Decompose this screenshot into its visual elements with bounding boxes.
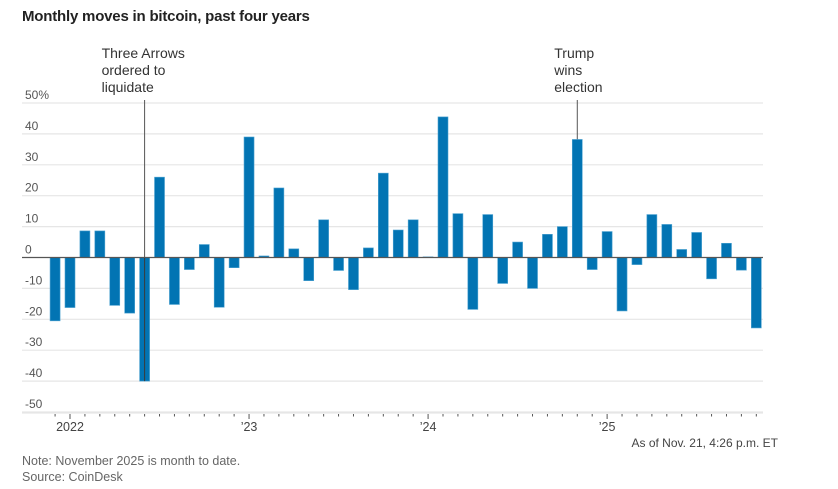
bar-2024-02 — [437, 116, 449, 258]
bar-2022-05 — [124, 257, 135, 314]
bar-2023-06 — [318, 219, 329, 258]
bar-2023-09 — [363, 247, 374, 258]
bar-2024-07 — [512, 241, 523, 258]
annotation-lines — [144, 100, 578, 382]
y-tick-label: -50 — [25, 397, 43, 411]
y-tick-label: 50% — [25, 88, 49, 102]
bar-2024-03 — [452, 213, 464, 258]
y-tick-label: 20 — [25, 181, 39, 195]
y-tick-label: -40 — [25, 366, 43, 380]
bars — [49, 116, 762, 382]
bar-2023-12 — [407, 219, 419, 258]
as-of-timestamp: As of Nov. 21, 4:26 p.m. ET — [631, 436, 778, 450]
bar-2025-10 — [736, 257, 747, 271]
bar-2024-10 — [557, 226, 568, 258]
bar-2022-11 — [213, 257, 225, 308]
bar-2025-11 — [751, 257, 762, 329]
bar-2023-10 — [378, 172, 389, 258]
bar-2025-09 — [721, 242, 732, 258]
y-tick-label: 10 — [25, 212, 39, 226]
bar-2023-01 — [243, 136, 255, 258]
bar-2025-06 — [676, 249, 688, 258]
bar-2023-11 — [392, 229, 404, 258]
bar-2022-08 — [169, 257, 180, 305]
bar-2022-09 — [184, 257, 195, 270]
annotation-texts: Three Arrows ordered to liquidate Trump wins… — [102, 45, 603, 95]
y-tick-label: 30 — [25, 150, 39, 164]
bar-2023-07 — [333, 257, 344, 271]
annotation-label: Trump wins election — [553, 45, 602, 95]
bar-2024-05 — [482, 214, 494, 258]
chart-title: Monthly moves in bitcoin, past four year… — [22, 8, 310, 25]
x-axis: 2022 ’23 ’24 ’25 — [22, 412, 763, 434]
x-tick-label: ’23 — [241, 420, 258, 434]
bar-2024-08 — [527, 257, 538, 289]
bar-2022-10 — [198, 244, 210, 258]
bar-2025-04 — [646, 214, 658, 258]
bar-2023-03 — [273, 187, 285, 258]
x-tick-label: ’24 — [420, 420, 437, 434]
bar-2025-05 — [661, 224, 673, 258]
y-axis-ticks: 50% 40 30 20 10 0 -10 -20 -30 -40 -50 — [25, 88, 49, 411]
bar-2024-04 — [467, 257, 479, 310]
x-tick-label: 2022 — [56, 420, 84, 434]
bar-2024-09 — [542, 234, 553, 258]
bar-2021-12 — [49, 257, 61, 322]
bar-2023-08 — [348, 257, 359, 290]
bar-2023-05 — [303, 257, 315, 281]
y-tick-label: 0 — [25, 243, 32, 257]
bar-2025-01 — [601, 231, 613, 258]
y-tick-label: -10 — [25, 273, 43, 287]
bar-2022-12 — [228, 257, 240, 268]
bar-2024-06 — [497, 257, 508, 284]
source-text: Source: CoinDesk — [22, 470, 123, 484]
bar-2024-12 — [586, 257, 598, 270]
bar-2022-04 — [109, 257, 121, 306]
bar-2024-11 — [571, 139, 583, 258]
y-tick-label: -30 — [25, 335, 43, 349]
bar-2023-04 — [288, 248, 300, 258]
bar-2025-07 — [691, 232, 702, 258]
bar-2022-02 — [79, 230, 91, 258]
y-tick-label: -20 — [25, 304, 43, 318]
note-text: Note: November 2025 is month to date. — [22, 454, 241, 468]
footnote: Note: November 2025 is month to date. So… — [22, 453, 240, 485]
bar-2022-03 — [94, 230, 106, 258]
bar-2025-02 — [616, 257, 628, 312]
bar-2022-07 — [154, 176, 165, 258]
bar-2022-01 — [64, 257, 76, 308]
y-tick-label: 40 — [25, 119, 39, 133]
bar-2025-08 — [706, 257, 717, 280]
x-tick-label: ’25 — [599, 420, 616, 434]
bar-2025-03 — [631, 257, 643, 265]
annotation-label: Three Arrows ordered to liquidate — [102, 45, 185, 95]
